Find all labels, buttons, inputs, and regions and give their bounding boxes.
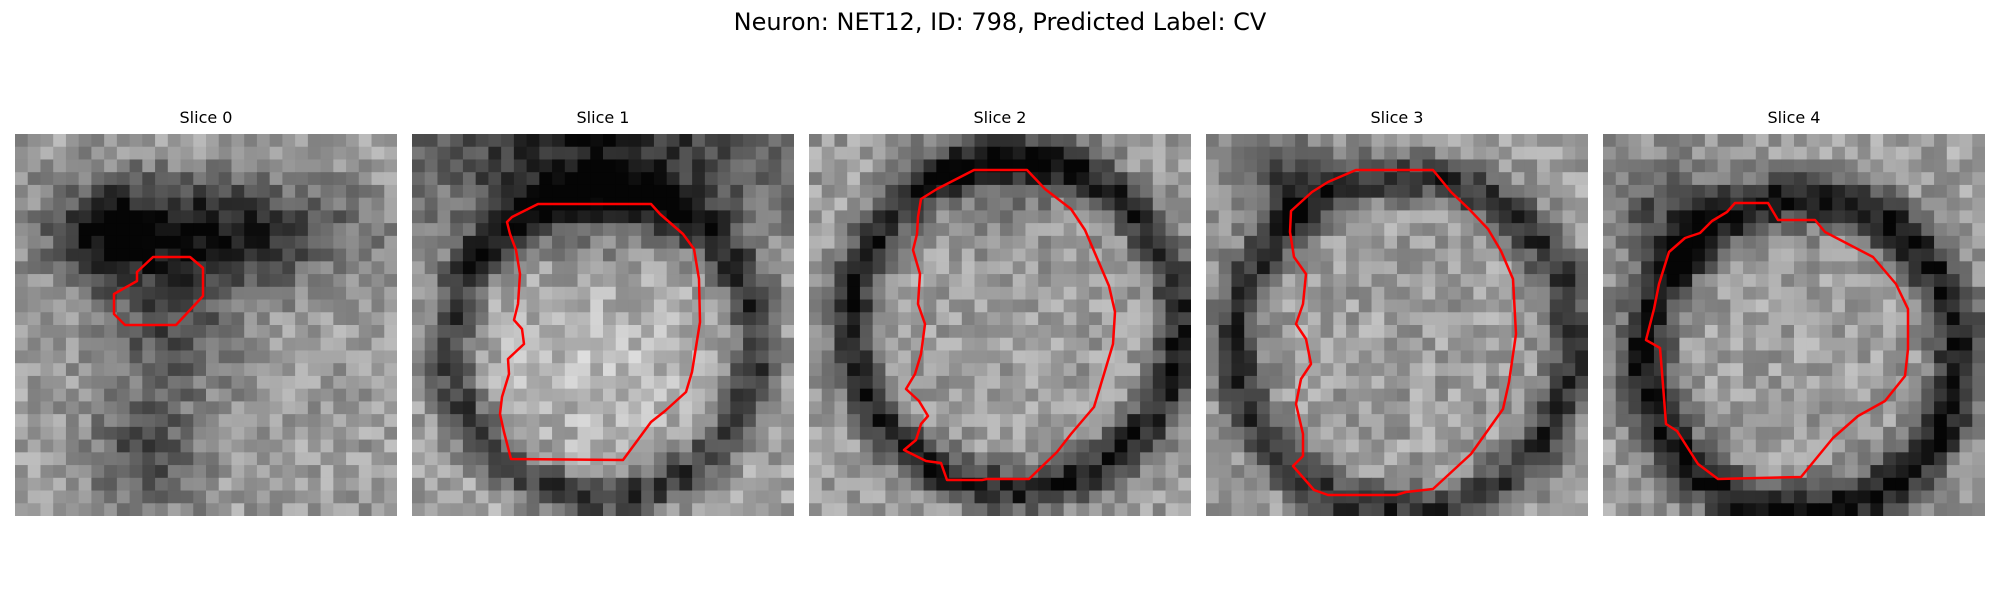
- slice-panel-1: Slice 1: [412, 108, 794, 516]
- slice-panel-3: Slice 3: [1206, 108, 1588, 516]
- slice-title: Slice 3: [1370, 108, 1424, 127]
- roi-outline: [1288, 168, 1518, 497]
- slice-title: Slice 2: [973, 108, 1027, 127]
- slice-image-0: [15, 134, 397, 516]
- slice-image-3: [1206, 134, 1588, 516]
- roi-outline: [498, 202, 702, 462]
- figure-title: Neuron: NET12, ID: 798, Predicted Label:…: [733, 8, 1267, 36]
- slice-title: Slice 0: [179, 108, 233, 127]
- slice-panel-2: Slice 2: [809, 108, 1191, 516]
- slice-pixels: [1206, 134, 1588, 516]
- slice-pixels: [412, 134, 794, 516]
- slice-panel-4: Slice 4: [1603, 108, 1985, 516]
- slice-image-4: [1603, 134, 1985, 516]
- slice-pixels: [15, 134, 397, 516]
- slice-image-2: [809, 134, 1191, 516]
- roi-outline: [1644, 201, 1910, 481]
- slice-pixels: [1603, 134, 1985, 516]
- slice-image-1: [412, 134, 794, 516]
- slice-title: Slice 1: [576, 108, 630, 127]
- slice-panel-0: Slice 0: [15, 108, 397, 516]
- roi-outline: [902, 168, 1117, 482]
- slice-pixels: [809, 134, 1191, 516]
- slice-title: Slice 4: [1767, 108, 1821, 127]
- roi-outline: [112, 255, 205, 327]
